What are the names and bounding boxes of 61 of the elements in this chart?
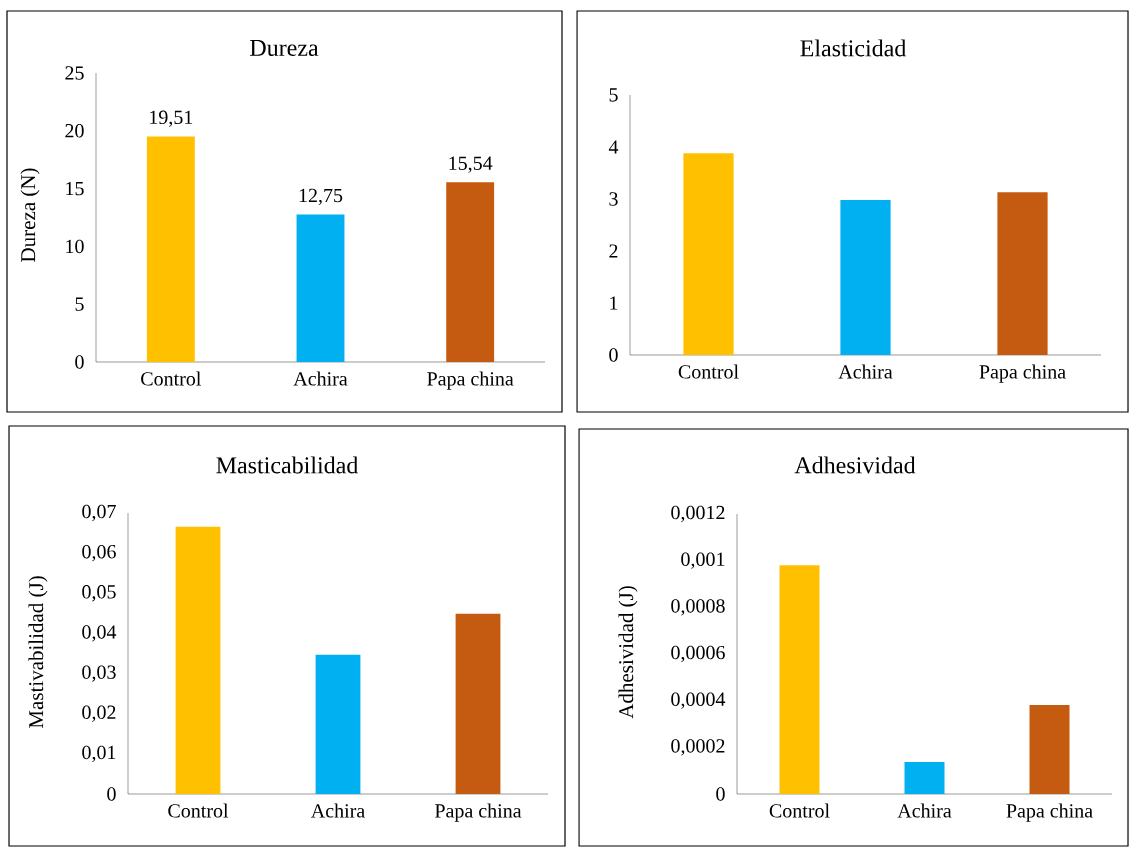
y-tick-label: 0,0004 [671, 692, 726, 709]
bar [296, 214, 345, 362]
y-axis-title: Mastivabilidad (J) [28, 576, 48, 729]
bar [455, 613, 501, 794]
y-tick-label: 0,0012 [671, 505, 725, 523]
chart-title: Adhesividad [794, 456, 916, 474]
y-tick-label: 3 [609, 192, 618, 206]
x-tick-label: Achira [310, 803, 365, 818]
x-tick-label: Control [141, 371, 201, 386]
y-tick-label: 25 [65, 66, 84, 80]
y-tick-label: 0,05 [82, 585, 116, 602]
bar [315, 654, 361, 794]
y-tick-label: 0 [609, 348, 618, 362]
chart-title: Elasticidad [800, 39, 907, 57]
x-tick-label: Control [168, 803, 229, 818]
bar [779, 565, 820, 794]
y-tick-label: 0 [75, 355, 84, 369]
x-tick-label: Papa china [434, 803, 522, 822]
x-tick-label: Achira [838, 364, 893, 379]
x-tick-label: Papa china [1006, 803, 1093, 822]
y-tick-label: 0,001 [681, 552, 725, 569]
chart-title: Dureza [250, 40, 319, 56]
data-label: 19,51 [150, 110, 193, 127]
y-tick-label: 1 [610, 296, 618, 310]
x-tick-label: Papa china [979, 364, 1066, 383]
y-tick-label: 0,06 [82, 544, 116, 562]
x-tick-label: Achira [897, 803, 952, 818]
bar [997, 192, 1048, 355]
bar [1029, 705, 1070, 794]
y-tick-label: 0,04 [82, 625, 117, 642]
y-tick-label: 5 [609, 88, 618, 102]
y-tick-label: 0,01 [82, 745, 116, 763]
data-label: 15,54 [449, 156, 493, 173]
bar [175, 526, 221, 794]
y-tick-label: 0 [107, 787, 116, 801]
y-axis-title: Dureza (N) [20, 168, 40, 262]
y-tick-label: 0,07 [82, 504, 116, 522]
y-tick-label: 0,03 [82, 665, 116, 682]
y-tick-label: 15 [66, 181, 84, 196]
x-tick-label: Papa china [427, 371, 514, 390]
bar [446, 182, 495, 362]
bar [840, 200, 891, 355]
y-tick-label: 0 [716, 787, 725, 801]
y-tick-label: 4 [608, 140, 619, 154]
x-tick-label: Achira [293, 371, 348, 386]
y-tick-label: 0,0008 [671, 599, 725, 616]
y-tick-label: 0,02 [82, 705, 116, 722]
x-tick-label: Control [769, 803, 830, 818]
y-tick-label: 2 [609, 244, 618, 258]
y-tick-label: 0,0002 [671, 739, 725, 756]
x-tick-label: Control [678, 364, 739, 379]
y-tick-label: 5 [75, 297, 84, 311]
y-tick-label: 20 [65, 124, 84, 138]
data-label: 12,75 [299, 188, 343, 206]
y-tick-label: 10 [66, 239, 84, 254]
y-tick-label: 0,0006 [671, 645, 725, 663]
bar [683, 153, 734, 355]
chart-title: Masticabilidad [216, 456, 359, 474]
bar [904, 762, 945, 794]
y-axis-title: Adhesividad (J) [618, 586, 638, 719]
bar [146, 136, 195, 362]
